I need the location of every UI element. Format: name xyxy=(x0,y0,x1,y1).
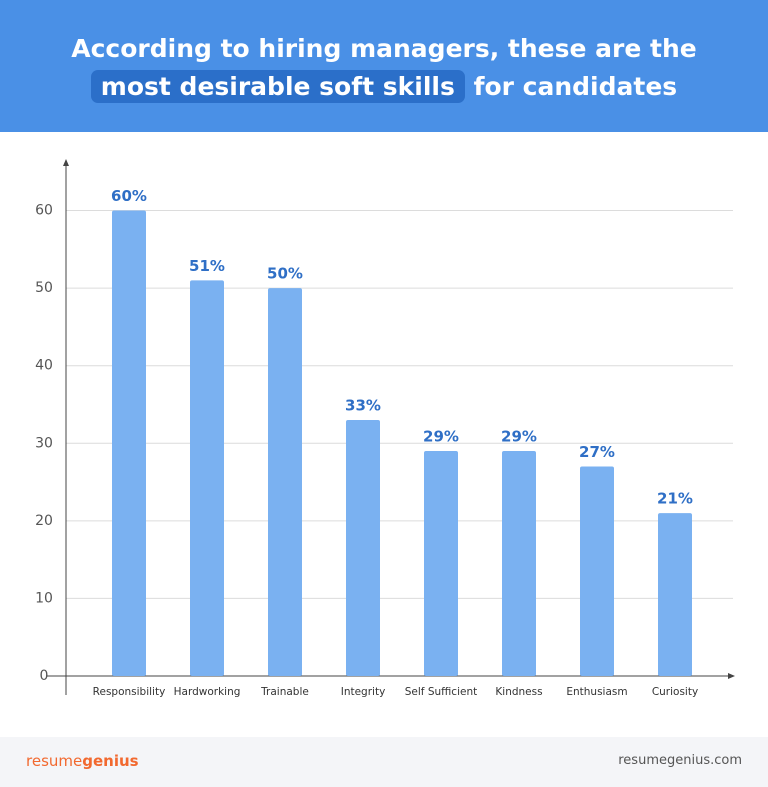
value-label: 27% xyxy=(579,443,615,461)
x-tick-label: Curiosity xyxy=(652,686,698,698)
title-rest: for candidates xyxy=(473,72,678,101)
value-label: 33% xyxy=(345,397,381,415)
y-tick-label: 40 xyxy=(35,358,53,374)
header: According to hiring managers, these are … xyxy=(0,0,768,132)
y-tick-label: 0 xyxy=(40,668,49,684)
value-label: 21% xyxy=(657,490,693,508)
y-tick-label: 50 xyxy=(35,280,53,296)
bar xyxy=(658,513,692,676)
logo: resumegenius xyxy=(26,752,139,770)
footer-url: resumegenius.com xyxy=(618,753,742,768)
bar xyxy=(268,288,302,676)
bar xyxy=(502,451,536,676)
bar xyxy=(112,210,146,676)
value-label: 50% xyxy=(267,265,303,283)
title-line: According to hiring managers, these are … xyxy=(71,34,697,63)
x-tick-label: Hardworking xyxy=(174,686,241,698)
x-tick-label: Enthusiasm xyxy=(566,686,627,698)
x-tick-label: Trainable xyxy=(260,686,309,698)
value-label: 29% xyxy=(501,428,537,446)
bar xyxy=(580,466,614,676)
logo-part: resume xyxy=(26,752,83,770)
logo-part: genius xyxy=(82,752,139,770)
y-tick-label: 60 xyxy=(35,203,53,219)
y-tick-label: 20 xyxy=(35,513,53,529)
x-tick-label: Responsibility xyxy=(93,686,166,698)
value-label: 60% xyxy=(111,187,147,205)
footer: resumegenius resumegenius.com xyxy=(0,737,768,787)
value-label: 51% xyxy=(189,257,225,275)
title-highlight: most desirable soft skills xyxy=(90,70,465,103)
x-tick-label: Kindness xyxy=(495,686,542,698)
bar xyxy=(346,420,380,676)
bar xyxy=(190,280,224,676)
x-tick-label: Integrity xyxy=(341,686,386,698)
bar xyxy=(424,451,458,676)
chart: 0 10 20 30 40 50 60 Responsibility 60% Hardworkin… xyxy=(35,159,735,698)
x-tick-label: Self Sufficient xyxy=(405,686,477,698)
value-label: 29% xyxy=(423,428,459,446)
y-tick-label: 30 xyxy=(35,435,53,451)
title-line: most desirable soft skills for candidate… xyxy=(0,70,768,103)
y-axis-arrow xyxy=(63,159,69,166)
y-tick-label: 10 xyxy=(35,590,53,606)
x-axis-arrow xyxy=(728,673,735,679)
